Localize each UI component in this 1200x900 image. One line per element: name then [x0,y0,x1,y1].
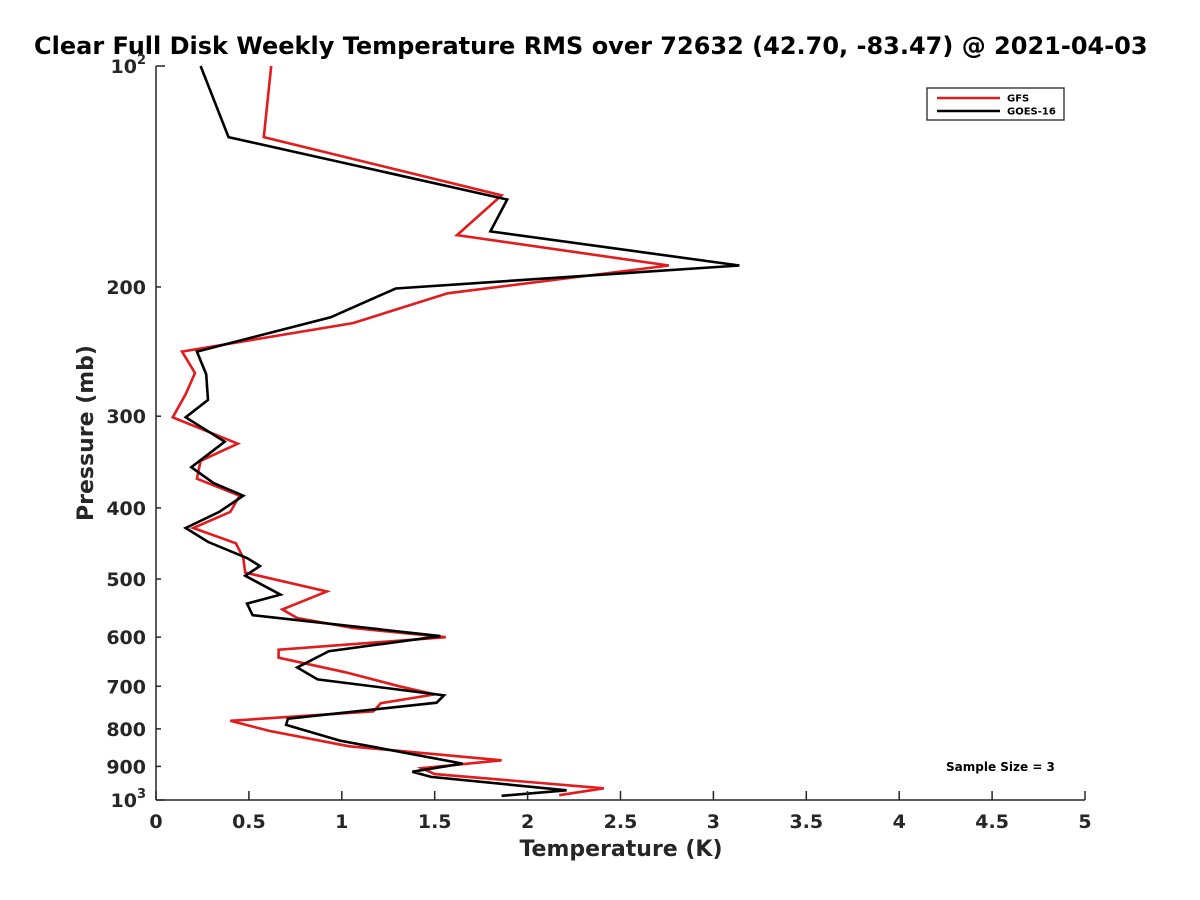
x-axis-label: Temperature (K) [519,837,722,862]
y-tick-label: 300 [106,406,146,428]
x-tick-label: 2 [521,811,534,833]
x-tick-label: 1 [335,811,348,833]
y-tick-label: 200 [106,277,146,299]
x-tick-label: 3.5 [789,811,823,833]
legend-label-gfs: GFS [1007,94,1029,105]
series-line-gfs [170,65,669,797]
y-tick-label: 900 [106,756,146,778]
y-axis-ticks: 102 200 300 400 500 600 700 800 900 103 [106,53,165,812]
y-tick-label: 103 [111,787,147,812]
y-tick-label: 800 [106,719,146,741]
y-tick-label: 102 [111,53,147,78]
y-tick-label: 500 [106,569,146,591]
x-tick-label: 0.5 [232,811,266,833]
x-axis-ticks: 0 0.5 1 1.5 2 2.5 3 3.5 4 4.5 5 [149,791,1092,833]
x-tick-label: 1.5 [418,811,452,833]
x-tick-label: 0 [149,811,162,833]
chart-title: Clear Full Disk Weekly Temperature RMS o… [34,32,1148,60]
axes [155,66,1085,801]
legend-box [926,87,1065,121]
x-tick-label: 4.5 [975,811,1009,833]
x-tick-label: 3 [707,811,720,833]
legend-label-goes-16: GOES-16 [1007,107,1056,118]
x-tick-label: 4 [893,811,906,833]
y-tick-label: 400 [106,498,146,520]
series-line-goes-16 [183,65,740,798]
series-lines [170,65,740,798]
x-tick-label: 2.5 [604,811,638,833]
legend: GFS GOES-16 [926,87,1065,121]
sample-size-annotation: Sample Size = 3 [946,760,1055,774]
y-tick-label: 700 [106,676,146,698]
y-axis-label: Pressure (mb) [74,345,99,521]
y-tick-label: 600 [106,627,146,649]
x-tick-label: 5 [1078,811,1091,833]
